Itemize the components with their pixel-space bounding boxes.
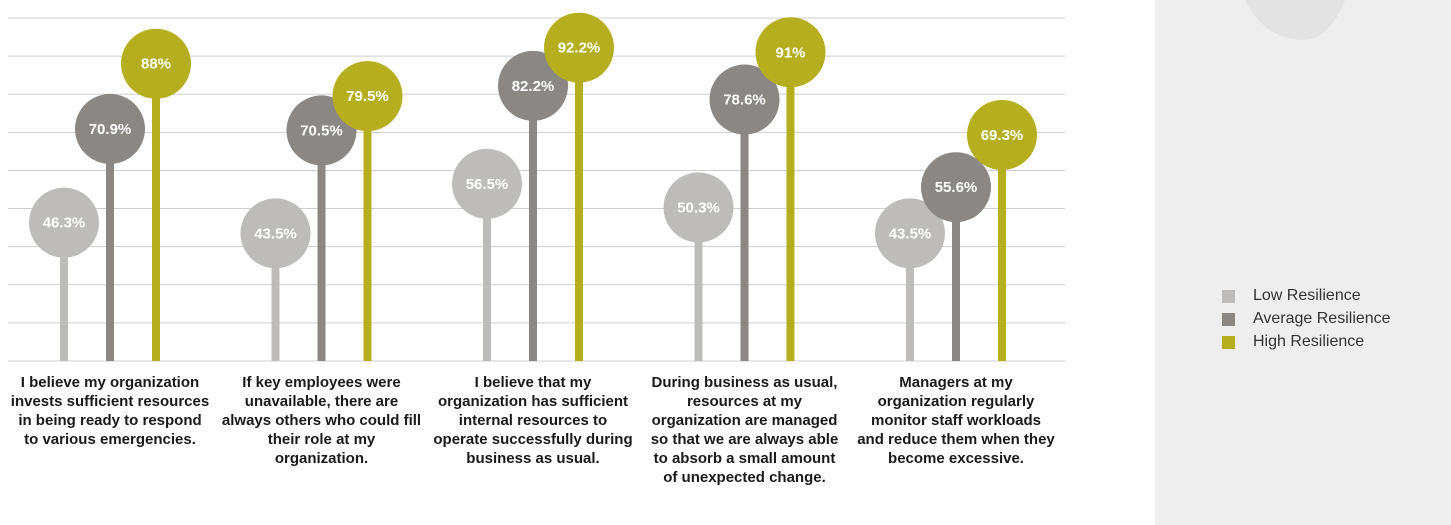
- value-label: 88%: [141, 56, 171, 73]
- category-label: If key employees were unavailable, there…: [221, 374, 422, 467]
- lollipop-head: [875, 198, 945, 269]
- chart: 46.3% 70.9% 88% 43.5% 70.5%79.5% 56.5% 82.2% 92…: [8, 12, 1065, 362]
- value-label: 92.2%: [558, 40, 601, 57]
- lollipop-head: [240, 198, 311, 269]
- category-label: I believe my organization invests suffic…: [10, 374, 210, 448]
- category-label: Managers at my organization regularly mo…: [857, 374, 1055, 467]
- lollipop-head: [544, 12, 614, 83]
- legend-label: High Resilience: [1253, 333, 1365, 350]
- decor: [1245, 0, 1345, 40]
- lollipop-head: [921, 152, 991, 223]
- lollipop-head: [332, 61, 403, 132]
- value-label: 91%: [775, 44, 805, 61]
- value-label: 79.5%: [346, 88, 389, 105]
- lollipop-head: [709, 64, 780, 135]
- value-label: 56.5%: [466, 176, 509, 193]
- lollipop-head: [452, 148, 522, 219]
- value-label: 78.6%: [723, 92, 766, 109]
- lollipop-head: [121, 28, 191, 99]
- value-label: 70.5%: [300, 122, 343, 139]
- value-label: 82.2%: [512, 78, 555, 95]
- legend-entry: High Resilience: [1222, 333, 1364, 351]
- legend-swatch: [1222, 335, 1235, 349]
- value-label: 70.9%: [89, 121, 132, 138]
- legend-entry: Average Resilience: [1222, 310, 1391, 328]
- lollipop-head: [967, 100, 1037, 171]
- lollipop-head: [498, 50, 568, 121]
- value-label: 43.5%: [889, 225, 932, 242]
- category-label: During business as usual, resources at m…: [650, 374, 839, 486]
- lollipop-head: [75, 93, 145, 164]
- value-label: 46.3%: [43, 215, 86, 232]
- lollipop-head: [29, 187, 99, 258]
- value-label: 69.3%: [981, 127, 1024, 144]
- lollipop-head: [663, 172, 734, 243]
- side-panel: [1155, 0, 1451, 525]
- legend-label: Low Resilience: [1253, 287, 1361, 304]
- legend-label: Average Resilience: [1253, 310, 1391, 327]
- value-label: 43.5%: [254, 225, 297, 242]
- legend-swatch: [1222, 312, 1235, 326]
- value-label: 55.6%: [935, 179, 978, 196]
- lollipop-head: [755, 17, 826, 88]
- legend-entry: Low Resilience: [1222, 287, 1361, 305]
- category-label: I believe that my organization has suffi…: [433, 374, 633, 467]
- value-label: 50.3%: [677, 199, 720, 216]
- legend-swatch: [1222, 289, 1235, 303]
